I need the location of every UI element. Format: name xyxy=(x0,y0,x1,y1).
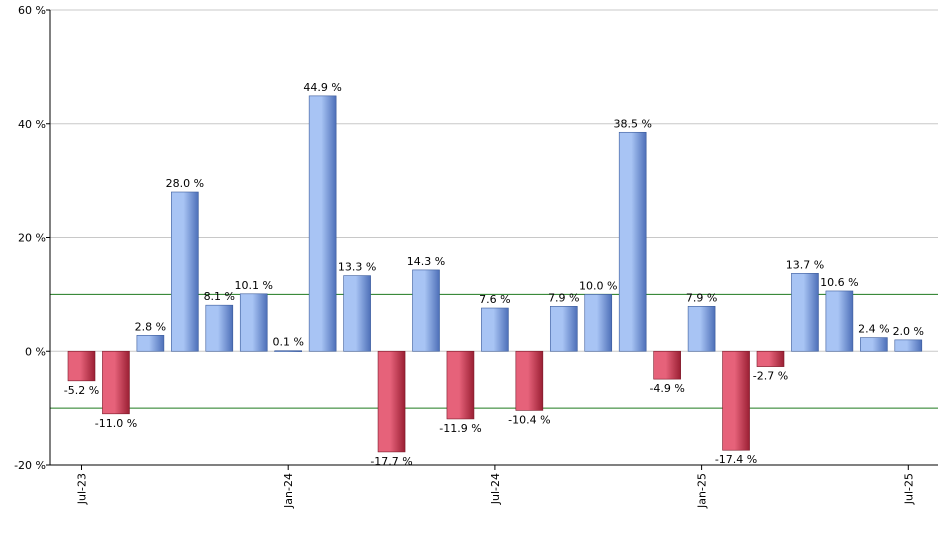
x-tick-label: Jul-24 xyxy=(489,473,502,505)
data-label: 28.0 % xyxy=(166,177,204,190)
data-label: 14.3 % xyxy=(407,255,445,268)
axes: -20 % 0 % 20 % 40 % 60 % Jul-23 Jan-24 Jul-24 Ja… xyxy=(14,4,938,509)
data-label: -10.4 % xyxy=(508,413,550,426)
data-label: 8.1 % xyxy=(204,290,235,303)
bar xyxy=(481,307,509,352)
bar xyxy=(722,350,750,451)
bar xyxy=(584,294,613,352)
data-label: 38.5 % xyxy=(613,117,651,130)
bar xyxy=(860,337,888,352)
data-label: 10.0 % xyxy=(579,279,617,292)
bar xyxy=(791,273,819,352)
y-tick-label: 0 % xyxy=(25,345,46,358)
data-label: -4.9 % xyxy=(649,382,684,395)
bar xyxy=(446,350,475,420)
data-label: -11.0 % xyxy=(95,417,137,430)
bar xyxy=(515,350,544,411)
data-label: -17.7 % xyxy=(370,455,412,468)
y-tick-label: 40 % xyxy=(18,118,46,131)
x-tick-label: Jul-23 xyxy=(76,473,89,505)
data-label: -2.7 % xyxy=(753,370,788,383)
bar xyxy=(136,335,165,352)
data-label: 44.9 % xyxy=(303,81,341,94)
bar xyxy=(756,350,785,367)
data-label: 2.4 % xyxy=(858,323,889,336)
bar xyxy=(239,293,268,352)
bar xyxy=(274,350,303,352)
data-label: -17.4 % xyxy=(715,453,757,466)
bar xyxy=(308,95,337,352)
bar xyxy=(412,269,440,352)
bar xyxy=(171,191,199,352)
bar xyxy=(102,350,130,415)
bar xyxy=(67,350,96,382)
data-label: 2.0 % xyxy=(893,325,924,338)
bar xyxy=(653,350,681,380)
x-tick-label: Jul-25 xyxy=(902,473,915,505)
data-label: 2.8 % xyxy=(135,320,166,333)
y-tick-label: -20 % xyxy=(14,459,46,472)
bar xyxy=(687,306,716,352)
data-label: 7.6 % xyxy=(479,293,510,306)
bars xyxy=(67,95,923,453)
y-tick-label: 20 % xyxy=(18,232,46,245)
data-label: 7.9 % xyxy=(686,291,717,304)
data-label: -11.9 % xyxy=(439,422,481,435)
data-label: -5.2 % xyxy=(64,384,99,397)
data-label: 10.1 % xyxy=(235,279,273,292)
bar xyxy=(618,131,647,352)
data-label: 13.7 % xyxy=(786,258,824,271)
data-label: 10.6 % xyxy=(820,276,858,289)
x-tick-label: Jan-25 xyxy=(696,473,709,509)
data-label: 7.9 % xyxy=(548,291,579,304)
bar xyxy=(894,339,923,352)
bar xyxy=(549,306,578,352)
y-tick-label: 60 % xyxy=(18,4,46,17)
bar xyxy=(343,275,371,352)
data-label: 13.3 % xyxy=(338,261,376,274)
data-labels: -5.2 % -11.0 % 2.8 % 28.0 % 8.1 %10.1 % 0.1 %… xyxy=(64,81,924,468)
x-tick-label: Jan-24 xyxy=(282,473,295,509)
bar xyxy=(377,350,406,453)
data-label: 0.1 % xyxy=(272,336,303,349)
bar xyxy=(825,290,854,352)
bar xyxy=(205,304,234,352)
